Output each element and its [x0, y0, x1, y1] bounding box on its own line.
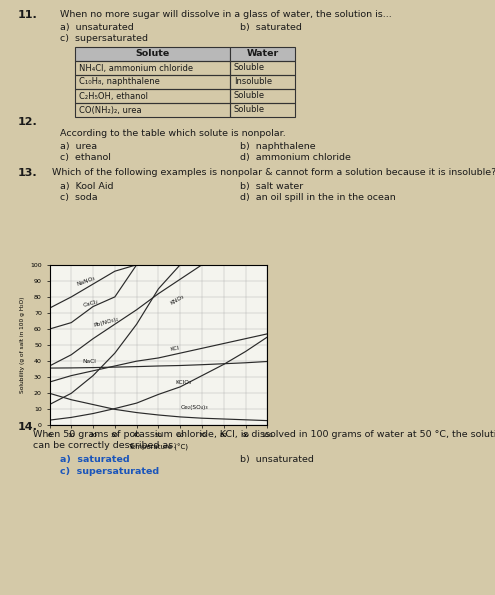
Text: KCl: KCl [169, 345, 179, 352]
Text: CaCl₂: CaCl₂ [82, 299, 99, 308]
Text: a)  Kool Aid: a) Kool Aid [60, 182, 113, 191]
Bar [230, 75, 295, 89]
Text: c)  supersaturated: c) supersaturated [60, 467, 159, 476]
Text: a)  urea: a) urea [60, 142, 97, 151]
Bar [230, 103, 295, 117]
Text: Soluble: Soluble [234, 105, 265, 114]
Bar [230, 47, 295, 61]
Text: NaNO₃: NaNO₃ [76, 275, 96, 287]
Y-axis label: Solubility (g of salt in 100 g H₂O): Solubility (g of salt in 100 g H₂O) [20, 297, 25, 393]
Text: Insoluble: Insoluble [234, 77, 272, 86]
Text: CO(NH₂)₂, urea: CO(NH₂)₂, urea [79, 105, 142, 114]
Text: b)  naphthalene: b) naphthalene [240, 142, 316, 151]
Text: c)  soda: c) soda [60, 193, 98, 202]
Text: Water: Water [247, 49, 279, 58]
Bar [75, 75, 230, 89]
Text: KClO₃: KClO₃ [176, 380, 192, 384]
X-axis label: Temperature (°C): Temperature (°C) [128, 444, 189, 451]
Text: d)  an oil spill in the in the ocean: d) an oil spill in the in the ocean [240, 193, 396, 202]
Text: d)  ammonium chloride: d) ammonium chloride [240, 153, 351, 162]
Bar [75, 47, 230, 61]
Text: Ce₂(SO₄)₃: Ce₂(SO₄)₃ [180, 405, 208, 411]
Text: a)  unsaturated: a) unsaturated [60, 23, 134, 32]
Text: 11.: 11. [18, 10, 38, 20]
Text: 14.: 14. [18, 422, 38, 432]
Text: Pb(NO₃)₂: Pb(NO₃)₂ [93, 317, 119, 328]
Text: When no more sugar will dissolve in a glass of water, the solution is...: When no more sugar will dissolve in a gl… [60, 10, 392, 19]
Bar [75, 103, 230, 117]
Text: NH₄Cl, ammonium chloride: NH₄Cl, ammonium chloride [79, 64, 193, 73]
Text: Which of the following examples is nonpolar & cannot form a solution because it : Which of the following examples is nonpo… [52, 168, 495, 177]
Text: According to the table which solute is nonpolar.: According to the table which solute is n… [60, 129, 286, 138]
Text: c)  supersaturated: c) supersaturated [60, 34, 148, 43]
Text: b)  unsaturated: b) unsaturated [240, 455, 314, 464]
Text: NaCl: NaCl [82, 359, 96, 364]
Text: Solute: Solute [135, 49, 170, 58]
Text: Soluble: Soluble [234, 92, 265, 101]
Text: When 50 grams of potassium chloride, KCl, is dissolved in 100 grams of water at : When 50 grams of potassium chloride, KCl… [33, 430, 495, 439]
Text: 12.: 12. [18, 117, 38, 127]
Text: a)  saturated: a) saturated [60, 455, 130, 464]
Text: C₁₀H₈, naphthalene: C₁₀H₈, naphthalene [79, 77, 160, 86]
Text: b)  saturated: b) saturated [240, 23, 302, 32]
Text: b)  salt water: b) salt water [240, 182, 303, 191]
Bar [230, 61, 295, 75]
Bar [75, 61, 230, 75]
Text: c)  ethanol: c) ethanol [60, 153, 111, 162]
Text: can be correctly described as:: can be correctly described as: [33, 441, 177, 450]
Text: Soluble: Soluble [234, 64, 265, 73]
Bar [75, 89, 230, 103]
Text: C₂H₅OH, ethanol: C₂H₅OH, ethanol [79, 92, 148, 101]
Text: KNO₃: KNO₃ [169, 294, 185, 306]
Bar [230, 89, 295, 103]
Text: 13.: 13. [18, 168, 38, 178]
